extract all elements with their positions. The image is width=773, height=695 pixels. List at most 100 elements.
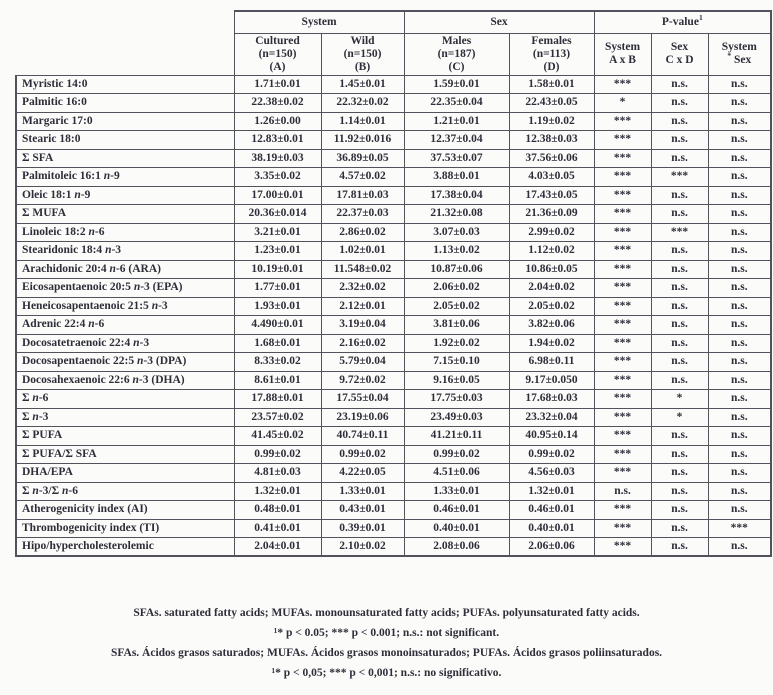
col-header-cultured: Cultured (n=150) (A)	[233, 32, 322, 76]
pvalue-cell-system: ***	[593, 444, 652, 464]
value-cell-females: 17.43±0.05	[508, 185, 595, 205]
row-label: Stearic 18:0	[15, 130, 235, 150]
pvalue-cell-sex: n.s.	[650, 241, 709, 261]
value-cell-females: 37.56±0.06	[508, 148, 595, 168]
value-cell-cultured: 0.99±0.02	[233, 444, 322, 464]
value-cell-males: 2.06±0.02	[403, 278, 510, 298]
table-row: Margaric 17:0 1.26±0.00 1.14±0.01 1.21±0…	[15, 111, 773, 131]
pvalue-cell-interaction: n.s.	[707, 278, 773, 298]
pvalue-cell-system: ***	[593, 278, 652, 298]
row-label: Σ PUFA/Σ SFA	[15, 444, 235, 464]
header-group-row: System Sex P-value1	[16, 10, 773, 34]
pvalue-cell-sex: n.s.	[650, 185, 709, 205]
row-label: Docosahexaenoic 22:6 n-3 (DHA)	[15, 370, 235, 390]
col-header-system-axb: System A x B	[593, 32, 652, 76]
value-cell-cultured: 1.93±0.01	[233, 296, 322, 316]
value-cell-wild: 11.92±0.016	[320, 130, 405, 150]
pvalue-cell-system: n.s.	[593, 481, 652, 501]
pvalue-cell-sex: n.s.	[650, 74, 709, 94]
value-cell-wild: 22.32±0.02	[320, 93, 405, 113]
table-row: Docosapentaenoic 22:5 n-3 (DPA) 8.33±0.0…	[15, 352, 773, 372]
pvalue-cell-interaction: n.s.	[707, 241, 773, 261]
value-cell-females: 10.86±0.05	[508, 259, 595, 279]
value-cell-cultured: 8.33±0.02	[233, 352, 322, 372]
value-cell-wild: 0.99±0.02	[320, 444, 405, 464]
table-row: Hipo/hypercholesterolemic 2.04±0.01 2.10…	[15, 537, 773, 557]
value-cell-males: 1.21±0.01	[403, 111, 510, 131]
value-cell-wild: 1.14±0.01	[320, 111, 405, 131]
table-row: Stearidonic 18:4 n-3 1.23±0.01 1.02±0.01…	[15, 241, 773, 261]
row-label: Σ n-3	[15, 407, 235, 427]
table-row: Palmitoleic 16:1 n-9 3.35±0.02 4.57±0.02…	[15, 167, 773, 187]
value-cell-females: 22.43±0.05	[508, 93, 595, 113]
row-label: Palmitic 16:0	[15, 93, 235, 113]
col-header-males: Males (n=187) (C)	[403, 32, 510, 76]
value-cell-males: 12.37±0.04	[403, 130, 510, 150]
pvalue-cell-sex: n.s.	[650, 481, 709, 501]
pvalue-cell-system: ***	[593, 315, 652, 335]
row-label: Arachidonic 20:4 n-6 (ARA)	[15, 259, 235, 279]
table-row: Palmitic 16:0 22.38±0.02 22.32±0.02 22.3…	[15, 93, 773, 113]
footnote-line: ¹* p < 0,05; *** p < 0,001; n.s.: no sig…	[271, 667, 502, 679]
row-label: Σ SFA	[15, 148, 235, 168]
row-label: Margaric 17:0	[15, 111, 235, 131]
table-row: Σ n-3/Σ n-6 1.32±0.01 1.33±0.01 1.33±0.0…	[15, 481, 773, 501]
value-cell-males: 9.16±0.05	[403, 370, 510, 390]
value-cell-wild: 2.16±0.02	[320, 333, 405, 353]
pvalue-cell-interaction: n.s.	[707, 204, 773, 224]
pvalue-cell-interaction: n.s.	[707, 74, 773, 94]
row-label: Linoleic 18:2 n-6	[15, 222, 235, 242]
value-cell-wild: 9.72±0.02	[320, 370, 405, 390]
table-row: Eicosapentaenoic 20:5 n-3 (EPA) 1.77±0.0…	[15, 278, 773, 298]
value-cell-cultured: 0.48±0.01	[233, 500, 322, 520]
value-cell-wild: 1.45±0.01	[320, 74, 405, 94]
pvalue-cell-sex: n.s.	[650, 130, 709, 150]
value-cell-cultured: 3.35±0.02	[233, 167, 322, 187]
table-row: Oleic 18:1 n-9 17.00±0.01 17.81±0.03 17.…	[15, 185, 773, 205]
value-cell-males: 23.49±0.03	[403, 407, 510, 427]
value-cell-females: 2.99±0.02	[508, 222, 595, 242]
value-cell-wild: 36.89±0.05	[320, 148, 405, 168]
value-cell-females: 3.82±0.06	[508, 315, 595, 335]
pvalue-cell-system: ***	[593, 352, 652, 372]
row-label: Σ n-3/Σ n-6	[15, 481, 235, 501]
table-row: Atherogenicity index (AI) 0.48±0.01 0.43…	[15, 500, 773, 520]
value-cell-females: 1.58±0.01	[508, 74, 595, 94]
pvalue-cell-interaction: n.s.	[707, 315, 773, 335]
pvalue-cell-system: ***	[593, 370, 652, 390]
value-cell-cultured: 1.71±0.01	[233, 74, 322, 94]
value-cell-females: 12.38±0.03	[508, 130, 595, 150]
pvalue-cell-interaction: n.s.	[707, 148, 773, 168]
row-label: Σ MUFA	[15, 204, 235, 224]
row-label: Thrombogenicity index (TI)	[15, 518, 235, 538]
pvalue-cell-interaction: n.s.	[707, 426, 773, 446]
value-cell-wild: 40.74±0.11	[320, 426, 405, 446]
pvalue-cell-sex: n.s.	[650, 500, 709, 520]
value-cell-males: 1.33±0.01	[403, 481, 510, 501]
pvalue-cell-sex: n.s.	[650, 111, 709, 131]
table-row: Σ PUFA/Σ SFA 0.99±0.02 0.99±0.02 0.99±0.…	[15, 444, 773, 464]
value-cell-cultured: 0.41±0.01	[233, 518, 322, 538]
value-cell-males: 21.32±0.08	[403, 204, 510, 224]
value-cell-males: 0.46±0.01	[403, 500, 510, 520]
blank-corner-cell	[16, 11, 234, 75]
table-row: Σ MUFA 20.36±0.014 22.37±0.03 21.32±0.08…	[15, 204, 773, 224]
value-cell-males: 22.35±0.04	[403, 93, 510, 113]
value-cell-males: 0.99±0.02	[403, 444, 510, 464]
pvalue-cell-interaction: n.s.	[707, 111, 773, 131]
pvalue-cell-system: ***	[593, 333, 652, 353]
row-label: Oleic 18:1 n-9	[15, 185, 235, 205]
pvalue-cell-interaction: n.s.	[707, 259, 773, 279]
col-header-sex-cxd: Sex C x D	[650, 32, 709, 76]
col-header-wild: Wild (n=150) (B)	[320, 32, 405, 76]
footnotes: SFAs. saturated fatty acids; MUFAs. mono…	[0, 603, 773, 683]
pvalue-cell-system: ***	[593, 204, 652, 224]
value-cell-females: 23.32±0.04	[508, 407, 595, 427]
row-label: Adrenic 22:4 n-6	[15, 315, 235, 335]
value-cell-males: 2.05±0.02	[403, 296, 510, 316]
value-cell-males: 3.88±0.01	[403, 167, 510, 187]
row-label: Docosapentaenoic 22:5 n-3 (DPA)	[15, 352, 235, 372]
value-cell-cultured: 4.490±0.01	[233, 315, 322, 335]
value-cell-cultured: 1.23±0.01	[233, 241, 322, 261]
pvalue-cell-system: ***	[593, 185, 652, 205]
